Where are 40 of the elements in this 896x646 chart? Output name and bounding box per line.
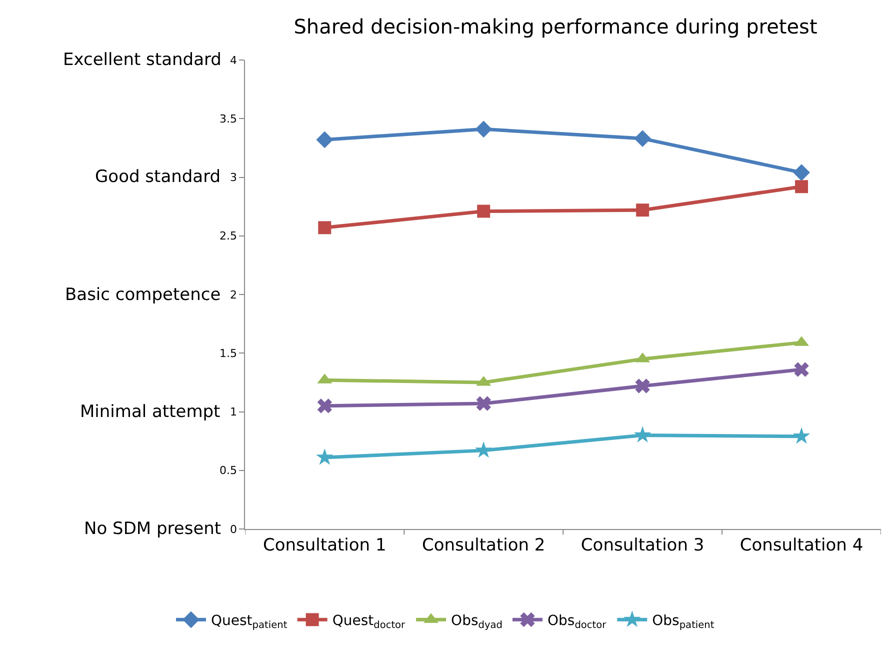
y-tick-label: 4 [230,54,237,67]
point [794,362,809,377]
point [317,398,332,414]
text: Good standard [95,167,221,187]
point [476,396,491,411]
point [477,204,490,218]
point [793,164,810,182]
x-tick-label: Consultation 4 [740,535,864,556]
legend-label: Quest$_{doctor}$ [332,613,406,632]
text: Minimal attempt [80,402,221,422]
text: Basic competence [65,285,221,305]
y-tick-label: 1.5 [219,346,237,360]
text: Excellent standard [63,50,222,70]
x-tick-label: Consultation 1 [263,535,386,556]
text: No SDM present [84,519,222,539]
x-tick-label: Consultation 3 [580,535,704,556]
point [634,426,652,443]
legend-label: Obs$_{doctor}$ [548,613,608,632]
legend-label: Obs$_{dyad}$ [451,613,503,632]
x-tick-label: Consultation 2 [422,535,546,556]
y-tick-label: 3 [230,171,237,184]
y-tick-label: 1 [230,406,237,419]
point [636,204,650,217]
point [792,427,810,444]
legend-label: Quest$_{patient}$ [211,613,288,632]
y-tick-label: 3.5 [219,112,237,126]
legend-label: Obs$_{patient}$ [652,613,714,632]
point [474,441,492,458]
y-tick-label: 0 [230,522,237,536]
point [634,130,652,148]
point [316,131,334,148]
chart-title: Shared decision-making performance during pretest [294,14,818,38]
y-tick-label: 2 [230,288,237,302]
point [635,378,650,394]
y-tick-label: 2.5 [219,230,237,243]
point [475,120,492,138]
point [316,448,334,465]
point [318,221,332,234]
point [795,180,808,194]
y-tick-label: 0.5 [219,464,237,478]
